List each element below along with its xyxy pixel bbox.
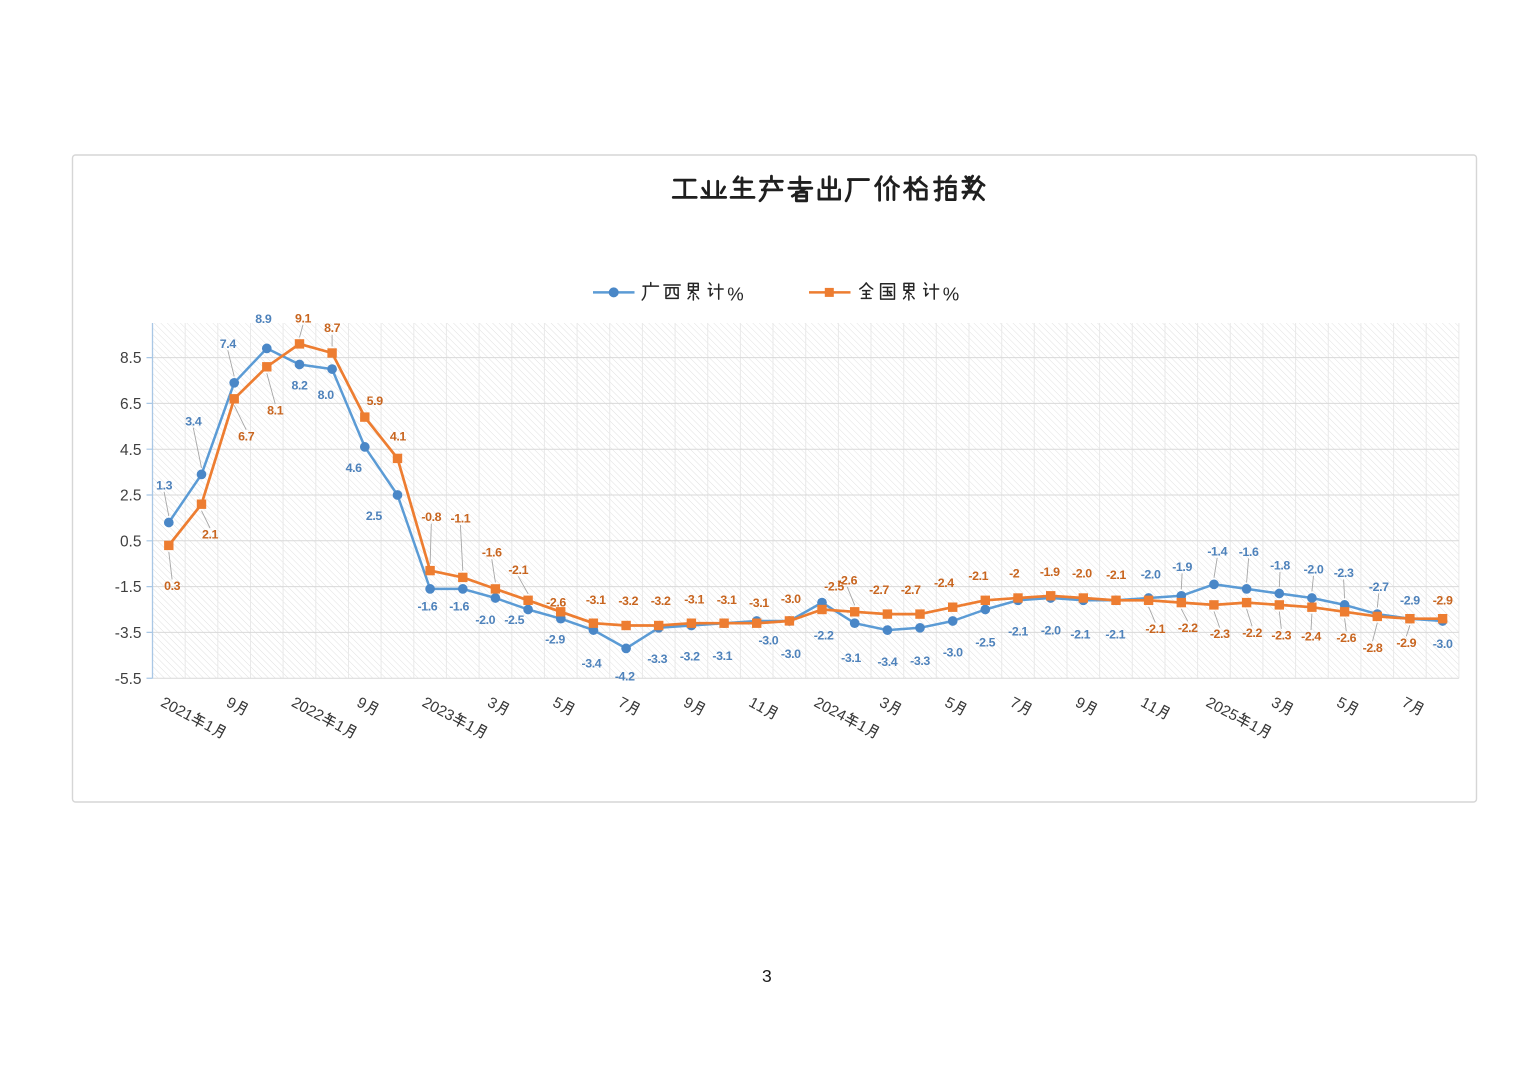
svg-text:-2.3: -2.3 xyxy=(1271,628,1291,642)
svg-text:3.4: 3.4 xyxy=(185,414,202,428)
svg-text:-3.0: -3.0 xyxy=(1433,637,1453,651)
svg-text:-2.0: -2.0 xyxy=(1072,567,1092,581)
svg-text:3: 3 xyxy=(762,966,772,986)
svg-text:-0.8: -0.8 xyxy=(421,510,441,524)
svg-text:-2.7: -2.7 xyxy=(1369,580,1389,594)
svg-text:-1.6: -1.6 xyxy=(418,600,438,614)
svg-text:-2: -2 xyxy=(1009,567,1020,581)
svg-text:%: % xyxy=(943,283,959,304)
svg-text:-2.4: -2.4 xyxy=(1301,630,1321,644)
svg-text:-1.4: -1.4 xyxy=(1207,544,1227,558)
svg-text:-3.1: -3.1 xyxy=(717,593,737,607)
svg-text:8.7: 8.7 xyxy=(324,321,341,335)
svg-text:-2.0: -2.0 xyxy=(1141,567,1161,581)
svg-text:-3.1: -3.1 xyxy=(841,651,861,665)
svg-text:-2.5: -2.5 xyxy=(504,613,524,627)
svg-text:-1.6: -1.6 xyxy=(449,600,469,614)
svg-text:-2.1: -2.1 xyxy=(1008,625,1028,639)
svg-text:-5.5: -5.5 xyxy=(115,671,142,688)
svg-text:-3.4: -3.4 xyxy=(582,657,602,671)
svg-text:0.3: 0.3 xyxy=(164,579,181,593)
svg-text:9.1: 9.1 xyxy=(295,311,312,325)
svg-text:-2.1: -2.1 xyxy=(1145,622,1165,636)
svg-text:1.3: 1.3 xyxy=(156,478,173,492)
svg-text:-2.2: -2.2 xyxy=(814,629,834,643)
svg-text:-2.7: -2.7 xyxy=(869,583,889,597)
svg-text:-1.1: -1.1 xyxy=(451,512,471,526)
svg-text:-1.9: -1.9 xyxy=(1040,565,1060,579)
svg-text:-1.6: -1.6 xyxy=(482,546,502,560)
svg-text:-4.2: -4.2 xyxy=(615,669,635,683)
svg-text:-3.0: -3.0 xyxy=(781,647,801,661)
svg-text:-2.1: -2.1 xyxy=(1106,568,1126,582)
svg-text:0.5: 0.5 xyxy=(120,533,142,550)
svg-text:4.6: 4.6 xyxy=(346,461,363,475)
svg-text:-3.0: -3.0 xyxy=(759,633,779,647)
svg-text:-1.9: -1.9 xyxy=(1172,560,1192,574)
svg-text:-3.1: -3.1 xyxy=(712,649,732,663)
svg-text:-2.1: -2.1 xyxy=(1070,627,1090,641)
svg-text:-2.6: -2.6 xyxy=(546,595,566,609)
svg-text:-2.8: -2.8 xyxy=(1363,641,1383,655)
svg-text:-3.2: -3.2 xyxy=(618,594,638,608)
svg-text:2.5: 2.5 xyxy=(366,509,383,523)
svg-text:-2.9: -2.9 xyxy=(1400,594,1420,608)
svg-text:-3.3: -3.3 xyxy=(910,654,930,668)
svg-text:6.7: 6.7 xyxy=(238,429,255,443)
svg-text:2.5: 2.5 xyxy=(120,488,142,505)
svg-text:8.0: 8.0 xyxy=(318,388,335,402)
svg-text:-3.1: -3.1 xyxy=(586,593,606,607)
svg-text:4.5: 4.5 xyxy=(120,442,142,459)
svg-text:-3.1: -3.1 xyxy=(684,592,704,606)
svg-text:-2.2: -2.2 xyxy=(1178,621,1198,635)
svg-text:-2.4: -2.4 xyxy=(934,576,954,590)
svg-text:4.1: 4.1 xyxy=(390,430,407,444)
svg-text:-2.9: -2.9 xyxy=(545,633,565,647)
svg-text:-3.2: -3.2 xyxy=(651,594,671,608)
svg-text:-3.1: -3.1 xyxy=(749,596,769,610)
svg-text:2.1: 2.1 xyxy=(202,528,219,542)
svg-text:%: % xyxy=(727,283,743,304)
svg-text:-2.6: -2.6 xyxy=(837,573,857,587)
svg-text:5.9: 5.9 xyxy=(367,394,384,408)
svg-text:-2.7: -2.7 xyxy=(901,583,921,597)
svg-text:-2.1: -2.1 xyxy=(1105,627,1125,641)
svg-text:-3.2: -3.2 xyxy=(680,650,700,664)
svg-text:6.5: 6.5 xyxy=(120,396,142,413)
svg-text:-3.0: -3.0 xyxy=(781,592,801,606)
svg-text:-2.3: -2.3 xyxy=(1334,566,1354,580)
svg-text:-2.5: -2.5 xyxy=(975,636,995,650)
svg-text:-2.6: -2.6 xyxy=(1336,631,1356,645)
svg-text:8.2: 8.2 xyxy=(291,379,308,393)
svg-text:-3.3: -3.3 xyxy=(647,652,667,666)
svg-text:-2.9: -2.9 xyxy=(1396,636,1416,650)
svg-text:-2.1: -2.1 xyxy=(968,569,988,583)
svg-text:8.1: 8.1 xyxy=(267,403,284,417)
svg-text:-2.2: -2.2 xyxy=(1242,626,1262,640)
svg-text:-1.6: -1.6 xyxy=(1239,545,1259,559)
svg-text:-3.5: -3.5 xyxy=(115,625,142,642)
svg-text:-3.0: -3.0 xyxy=(943,645,963,659)
svg-text:-2.9: -2.9 xyxy=(1433,593,1453,607)
svg-text:8.5: 8.5 xyxy=(120,350,142,367)
svg-text:-2.0: -2.0 xyxy=(1041,623,1061,637)
svg-text:-1.5: -1.5 xyxy=(115,579,142,596)
svg-text:-2.3: -2.3 xyxy=(1210,627,1230,641)
svg-text:-2.0: -2.0 xyxy=(1304,562,1324,576)
svg-text:7.4: 7.4 xyxy=(220,337,237,351)
svg-text:8.9: 8.9 xyxy=(255,312,272,326)
svg-text:-2.0: -2.0 xyxy=(475,613,495,627)
svg-text:-3.4: -3.4 xyxy=(878,655,898,669)
svg-text:-2.5: -2.5 xyxy=(824,580,844,594)
svg-text:-2.1: -2.1 xyxy=(508,563,528,577)
svg-text:-1.8: -1.8 xyxy=(1270,559,1290,573)
